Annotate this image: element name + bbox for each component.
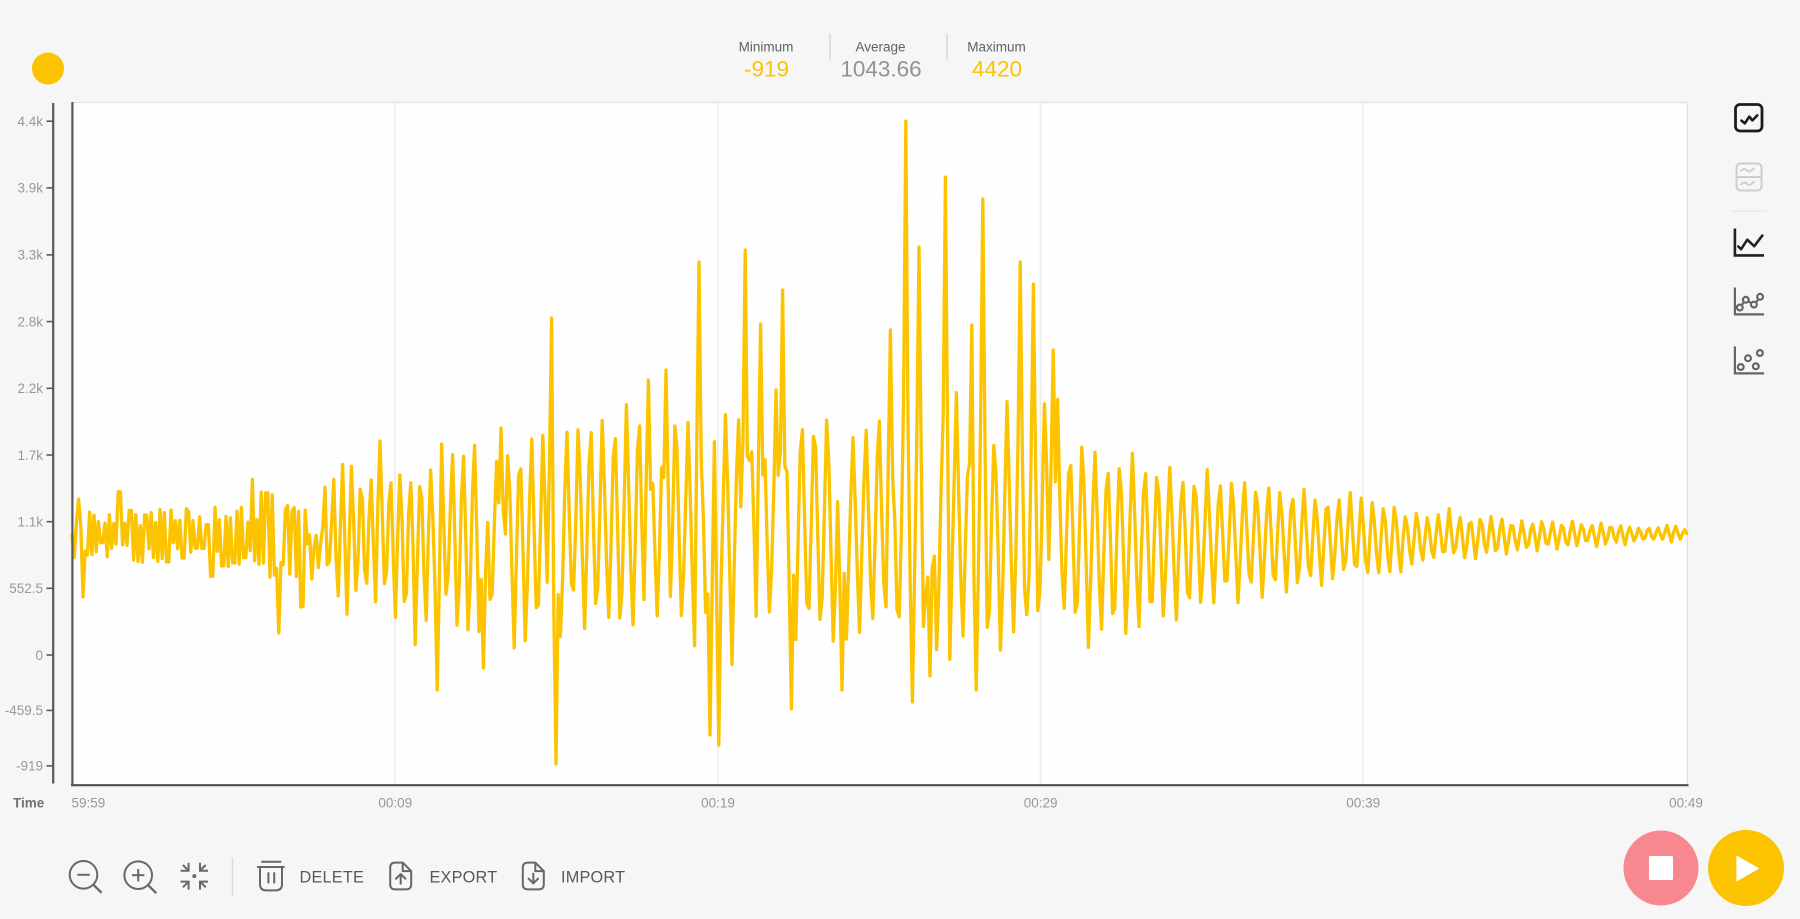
svg-text:4420: 4420 — [972, 57, 1022, 82]
svg-text:Maximum: Maximum — [967, 39, 1026, 54]
svg-text:00:29: 00:29 — [1024, 796, 1058, 811]
svg-text:Minimum: Minimum — [739, 39, 794, 54]
svg-text:3.9k: 3.9k — [17, 181, 43, 196]
svg-text:Average: Average — [855, 39, 905, 54]
svg-text:-459.5: -459.5 — [5, 703, 43, 718]
svg-text:2.2k: 2.2k — [17, 381, 43, 396]
svg-text:59:59: 59:59 — [72, 796, 106, 811]
svg-text:3.3k: 3.3k — [17, 248, 43, 263]
svg-text:00:09: 00:09 — [378, 796, 412, 811]
svg-text:552.5: 552.5 — [9, 581, 43, 596]
svg-text:IMPORT: IMPORT — [561, 868, 625, 886]
svg-text:00:19: 00:19 — [701, 796, 735, 811]
svg-text:4.4k: 4.4k — [17, 114, 43, 129]
svg-text:2.8k: 2.8k — [17, 314, 43, 329]
svg-text:-919: -919 — [744, 57, 789, 82]
svg-text:DELETE: DELETE — [300, 868, 365, 886]
svg-text:1.1k: 1.1k — [17, 515, 43, 530]
svg-text:0: 0 — [35, 648, 43, 663]
svg-text:1043.66: 1043.66 — [840, 57, 921, 82]
svg-text:00:49: 00:49 — [1669, 796, 1703, 811]
svg-text:Time: Time — [13, 796, 45, 811]
svg-text:-919: -919 — [16, 759, 43, 774]
svg-text:1.7k: 1.7k — [17, 448, 43, 463]
svg-text:00:39: 00:39 — [1346, 796, 1380, 811]
svg-text:EXPORT: EXPORT — [430, 868, 498, 886]
